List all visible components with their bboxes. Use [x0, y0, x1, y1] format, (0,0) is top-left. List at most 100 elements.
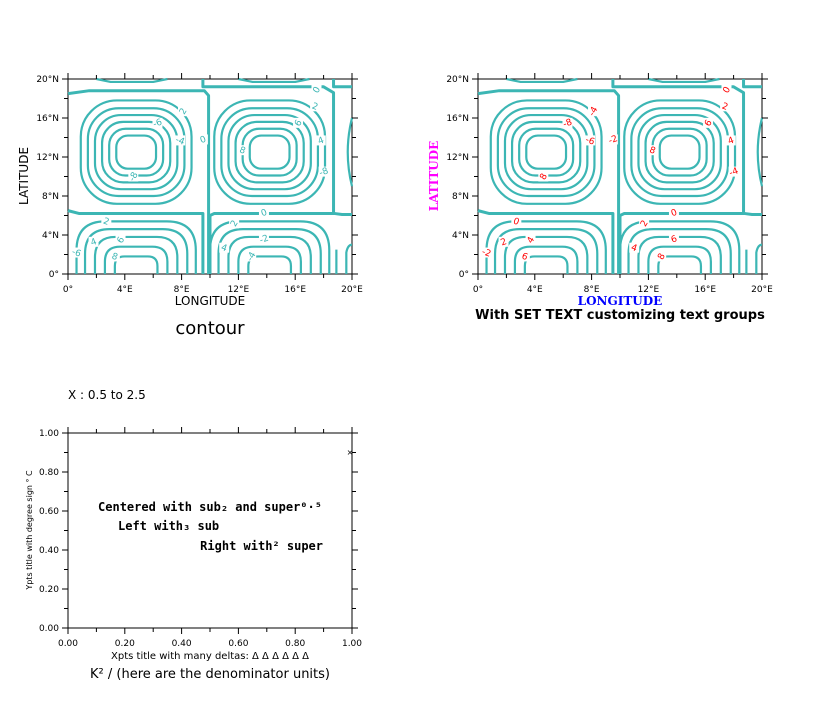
contour-label-bg	[109, 251, 120, 262]
y-tick-label: 4°N	[452, 231, 469, 241]
contour-label-bg	[237, 145, 248, 156]
x-tick-label: 0.60	[228, 639, 248, 649]
contour-label: 2	[720, 102, 729, 113]
x-tick-label: 8°E	[584, 285, 600, 295]
contour-line	[630, 107, 730, 198]
contour-label: 4	[317, 136, 326, 147]
panel2-title: With SET TEXT customizing text groups	[475, 308, 765, 323]
contour-label-bg	[315, 135, 326, 146]
contour-label: -2	[480, 247, 492, 259]
contour-label: 0	[260, 208, 269, 219]
contour-label-bg	[588, 106, 599, 117]
contour-label: -6	[70, 247, 82, 260]
contour-label-bg	[656, 251, 667, 262]
contour-line	[657, 255, 703, 274]
contour-line	[503, 113, 589, 191]
panel2-xlabel: LONGITUDE	[578, 294, 663, 308]
contour-line	[637, 235, 722, 274]
contour-label-bg	[152, 117, 163, 128]
contour-line	[485, 220, 607, 274]
contour-label: 8	[538, 172, 550, 182]
contour-line	[525, 134, 568, 170]
text-panel-3: X : 0.5 to 2.5 0.00 0.20 0.40 0.60 0.80 1.00 0…	[25, 388, 362, 682]
y-tick-label: 0.40	[39, 546, 59, 556]
panel3-data-marker: ×	[347, 448, 354, 457]
contour-line	[496, 107, 596, 198]
x-tick-label: 0°	[63, 285, 73, 295]
y-tick-label: 0.00	[39, 624, 59, 634]
contour-label: 8	[238, 145, 247, 156]
contour-label: 4	[89, 237, 98, 248]
contour-label: 2	[310, 102, 319, 113]
contour-line-zero	[742, 79, 762, 89]
contour-label-bg	[197, 134, 208, 145]
contour-label: 4	[629, 243, 638, 254]
contour-line-zero	[67, 209, 205, 274]
panel1-axes: 0° 4°E 8°E 12°E 16°E 20°E 0° 4°N 8°N 12°N 16°N 20°N	[36, 73, 363, 295]
y-tick-label: 12°N	[36, 153, 59, 163]
contour-label: 2	[178, 107, 190, 117]
contour-label-bg	[562, 117, 573, 128]
contour-label-bg	[258, 233, 269, 244]
contour-line	[115, 134, 158, 170]
contour-line	[247, 255, 293, 274]
y-tick-label: 1.00	[39, 429, 59, 439]
contour-line	[346, 117, 354, 187]
y-tick-label: 20°N	[36, 75, 59, 85]
y-tick-label: 0.20	[39, 585, 59, 595]
x-tick-label: 16°E	[284, 285, 306, 295]
panel3-axes: 0.00 0.20 0.40 0.60 0.80 1.00 0.00 0.20 0.40 0.60…	[39, 427, 362, 649]
x-tick-label: 0.20	[115, 639, 135, 649]
contour-line	[79, 99, 193, 205]
contour-label: 8	[648, 145, 657, 156]
contour-line	[96, 77, 168, 84]
panel3-header: X : 0.5 to 2.5	[68, 388, 146, 402]
contour-line	[647, 245, 712, 274]
contour-label: 0	[312, 85, 324, 95]
panel2-axes: 0° 4°E 8°E 12°E 16°E 20°E 0° 4°N 8°N 12°N 16°N 20°N	[446, 73, 773, 295]
contour-label: -6	[584, 135, 596, 148]
contour-label-bg	[703, 117, 714, 128]
y-tick-label: 0.60	[39, 507, 59, 517]
contour-label-bg	[311, 84, 322, 95]
y-tick-label: 0°	[49, 270, 59, 280]
y-tick-label: 0°	[459, 270, 469, 280]
x-tick-label: 20°E	[341, 285, 363, 295]
contour-label: -4	[728, 166, 740, 179]
contour-label-bg	[178, 106, 189, 117]
contour-label-bg	[293, 117, 304, 128]
contour-line	[623, 99, 737, 205]
contour-label: 6	[670, 234, 679, 245]
contour-label: 2	[102, 217, 111, 228]
contour-line	[503, 235, 589, 274]
contour-label-bg	[607, 134, 618, 145]
contour-label-bg	[511, 216, 522, 227]
contour-line	[213, 99, 327, 205]
contour-line-zero	[67, 89, 211, 274]
contour-label-bg	[585, 135, 596, 146]
contour-label-bg	[101, 216, 112, 227]
contour-label: 6	[293, 118, 305, 128]
y-tick-label: 8°N	[452, 192, 469, 202]
contour-line-zero	[618, 212, 762, 274]
contour-label-bg	[525, 234, 536, 245]
contour-label: 0	[670, 208, 679, 219]
contour-label-bg	[498, 236, 509, 247]
contour-line	[103, 245, 169, 274]
contour-label: 0	[722, 85, 734, 95]
contour-label-bg	[647, 145, 658, 156]
contour-label-bg	[175, 135, 186, 146]
contour-line	[234, 120, 305, 184]
contour-label: 8	[656, 252, 668, 262]
contour-label-bg	[728, 166, 739, 177]
contour-line	[227, 113, 312, 191]
panel1-ylabel: LATITUDE	[17, 147, 31, 205]
contour-line	[644, 120, 715, 184]
y-tick-label: 0.80	[39, 468, 59, 478]
y-tick-label: 4°N	[42, 231, 59, 241]
contour-label-bg	[115, 234, 126, 245]
panel3-text-centered: Centered with sub₂ and super⁰·⁵	[98, 500, 322, 514]
contour-label-bg	[721, 84, 732, 95]
